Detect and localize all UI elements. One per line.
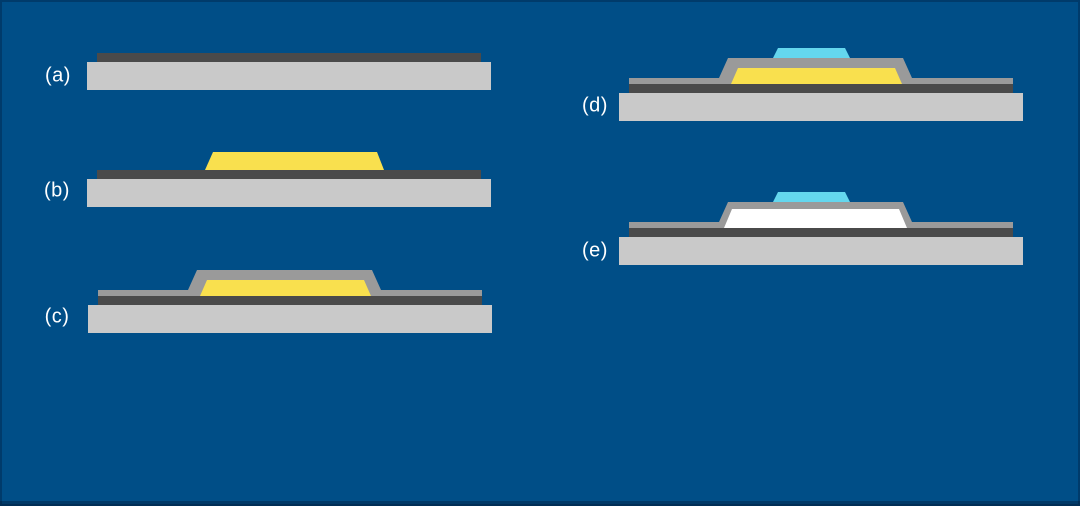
process-step-c <box>88 270 492 333</box>
bottom-electrode-layer <box>629 84 1013 93</box>
cavity-layer <box>724 209 907 228</box>
top-electrode-layer <box>773 48 850 58</box>
process-step-e <box>619 192 1023 265</box>
step-label-d: (d) <box>582 94 608 117</box>
legend: Glass substrate Bottom electrode Sacrifi… <box>0 375 1080 506</box>
glass-substrate-layer <box>619 93 1023 121</box>
bottom-electrode-layer <box>98 296 482 305</box>
process-step-d <box>619 48 1023 121</box>
bottom-electrode-layer <box>629 228 1013 237</box>
step-label-e: (e) <box>582 239 608 262</box>
step-label-b: (b) <box>44 179 70 202</box>
glass-substrate-layer <box>87 62 491 90</box>
glass-substrate-layer <box>87 179 491 207</box>
glass-substrate-layer <box>88 305 492 333</box>
glass-substrate-layer <box>619 237 1023 265</box>
bottom-electrode-layer <box>97 53 481 62</box>
process-step-a <box>87 53 491 90</box>
top-electrode-layer <box>773 192 850 202</box>
sacrificial-layer <box>731 68 902 84</box>
sacrificial-layer <box>205 152 384 170</box>
bottom-electrode-layer <box>97 170 481 179</box>
sacrificial-layer <box>200 280 371 296</box>
step-label-a: (a) <box>45 64 71 87</box>
step-label-c: (c) <box>44 305 70 328</box>
process-step-b <box>87 152 491 207</box>
